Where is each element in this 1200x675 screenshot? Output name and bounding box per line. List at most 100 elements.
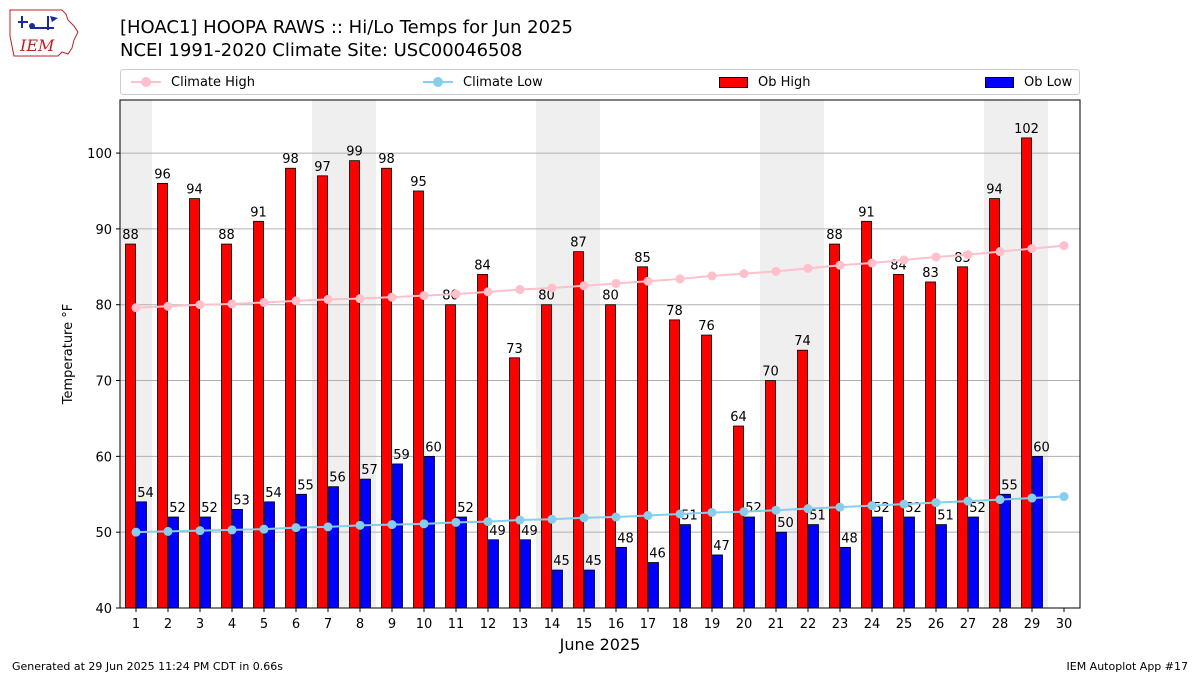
x-tick-label: 10 xyxy=(416,617,433,632)
ob-low-bar xyxy=(808,524,819,609)
y-tick-label: 70 xyxy=(95,375,112,390)
ob-high-label: 74 xyxy=(794,334,811,349)
legend-item-climate-low: Climate Low xyxy=(423,70,543,94)
climate-high-point xyxy=(227,299,237,309)
ob-low-bar xyxy=(520,539,531,609)
climate-low-point xyxy=(291,523,301,533)
ob-high-bar xyxy=(381,167,392,609)
x-tick-label: 24 xyxy=(864,617,881,632)
ob-high-label: 97 xyxy=(314,160,331,175)
plot-frame xyxy=(119,99,1081,609)
climate-low-point xyxy=(995,495,1005,505)
ob-low-bar xyxy=(1032,455,1043,609)
ob-high-bar xyxy=(765,380,776,609)
ob-high-label: 83 xyxy=(922,266,939,281)
ob-high-bar xyxy=(125,243,136,609)
ob-low-bar xyxy=(712,554,723,609)
ob-high-label: 88 xyxy=(826,228,843,243)
ob-low-label: 55 xyxy=(297,478,314,493)
ob-high-label: 91 xyxy=(250,205,267,220)
ob-high-label: 78 xyxy=(666,304,683,319)
ob-low-label: 46 xyxy=(649,547,666,562)
ob-high-bar xyxy=(285,167,296,609)
climate-low-point xyxy=(1059,492,1069,502)
x-tick-label: 1 xyxy=(132,617,140,632)
x-tick-label: 2 xyxy=(164,617,172,632)
climate-high-point xyxy=(931,252,941,262)
ob-low-bar xyxy=(232,509,243,609)
climate-high-point xyxy=(355,294,365,304)
ob-low-label: 54 xyxy=(265,486,282,501)
legend-label: Climate High xyxy=(171,74,256,90)
climate-high-point xyxy=(995,247,1005,257)
ob-high-bar xyxy=(989,198,1000,609)
climate-high-point xyxy=(195,300,205,310)
ob-low-label: 52 xyxy=(169,501,186,516)
climate-low-marker-icon xyxy=(423,77,453,87)
iem-logo: IEM xyxy=(9,9,79,57)
ob-high-bar xyxy=(701,334,712,609)
climate-low-point xyxy=(547,514,557,524)
climate-high-point xyxy=(643,276,653,286)
x-tick-label: 16 xyxy=(608,617,625,632)
ob-high-label: 76 xyxy=(698,319,715,334)
ob-low-label: 48 xyxy=(617,531,634,546)
chart-subtitle: NCEI 1991-2020 Climate Site: USC00046508 xyxy=(120,40,523,61)
climate-high-point xyxy=(611,278,621,288)
climate-high-point xyxy=(323,294,333,304)
temperature-chart: 4050607080901008854965294528853915498559… xyxy=(61,99,1081,654)
legend-item-ob-low: Ob Low xyxy=(985,70,1072,94)
ob-high-bar xyxy=(317,175,328,609)
climate-low-point xyxy=(163,526,173,536)
climate-high-line xyxy=(135,244,1065,309)
y-tick-label: 80 xyxy=(95,299,112,314)
x-tick-label: 12 xyxy=(480,617,497,632)
climate-high-point xyxy=(1059,241,1069,251)
app-credit: IEM Autoplot App #17 xyxy=(1066,660,1189,673)
climate-low-point xyxy=(515,515,525,525)
x-tick-label: 13 xyxy=(512,617,529,632)
ob-low-bar xyxy=(744,516,755,609)
ob-high-bar xyxy=(733,425,744,609)
x-tick-label: 20 xyxy=(736,617,753,632)
x-tick-label: 4 xyxy=(228,617,236,632)
x-tick-label: 28 xyxy=(992,617,1009,632)
ob-high-bar xyxy=(221,243,232,609)
ob-high-label: 94 xyxy=(986,183,1003,198)
ob-low-label: 53 xyxy=(233,493,250,508)
climate-low-point xyxy=(803,504,813,514)
generated-timestamp: Generated at 29 Jun 2025 11:24 PM CDT in… xyxy=(12,660,284,673)
x-tick-label: 22 xyxy=(800,617,817,632)
ob-high-bar xyxy=(893,273,904,609)
ob-high-label: 94 xyxy=(186,183,203,198)
ob-low-label: 52 xyxy=(201,501,218,516)
climate-low-point xyxy=(451,517,461,527)
x-axis-label: June 2025 xyxy=(559,635,641,654)
climate-high-point xyxy=(675,274,685,284)
ob-high-label: 87 xyxy=(570,236,587,251)
ob-low-bar xyxy=(392,463,403,609)
x-tick-label: 29 xyxy=(1024,617,1041,632)
climate-high-point xyxy=(547,283,557,293)
ob-low-bar xyxy=(552,569,563,609)
ob-low-label: 52 xyxy=(969,501,986,516)
climate-high-point xyxy=(739,269,749,279)
ob-high-label: 102 xyxy=(1014,122,1039,137)
ob-low-bar xyxy=(328,486,339,609)
ob-low-label: 52 xyxy=(457,501,474,516)
ob-high-bar xyxy=(157,183,168,609)
ob-low-label: 49 xyxy=(521,524,538,539)
ob-low-bar xyxy=(872,516,883,609)
ob-high-label: 84 xyxy=(474,258,491,273)
ob-high-bar xyxy=(477,273,488,609)
climate-high-point xyxy=(803,263,813,273)
climate-high-point xyxy=(899,255,909,265)
ob-low-bar xyxy=(456,516,467,609)
climate-low-point xyxy=(643,510,653,520)
x-tick-label: 3 xyxy=(196,617,204,632)
ob-low-label: 60 xyxy=(425,440,442,455)
ob-low-label: 55 xyxy=(1001,478,1018,493)
climate-high-point xyxy=(259,297,269,307)
climate-low-point xyxy=(355,520,365,530)
ob-low-label: 51 xyxy=(937,509,954,524)
